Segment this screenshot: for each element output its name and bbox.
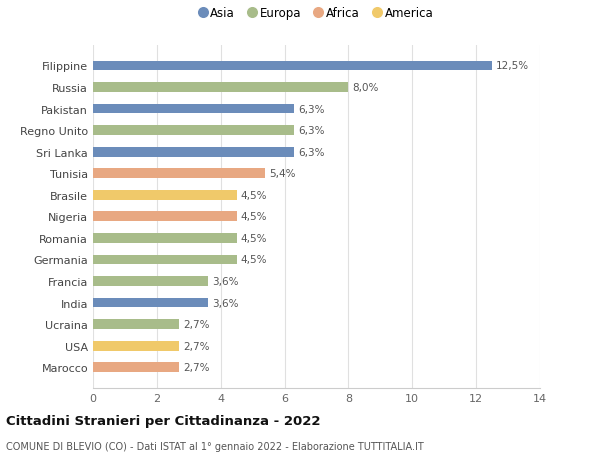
Text: 4,5%: 4,5% <box>241 255 267 265</box>
Text: 3,6%: 3,6% <box>212 298 238 308</box>
Bar <box>93 212 236 222</box>
Bar <box>93 234 236 243</box>
Text: 4,5%: 4,5% <box>241 212 267 222</box>
Text: 2,7%: 2,7% <box>183 363 209 372</box>
Text: 6,3%: 6,3% <box>298 147 325 157</box>
Bar <box>93 62 492 71</box>
Text: 3,6%: 3,6% <box>212 276 238 286</box>
Text: 2,7%: 2,7% <box>183 341 209 351</box>
Bar <box>93 363 179 372</box>
Text: 4,5%: 4,5% <box>241 190 267 200</box>
Bar <box>93 298 208 308</box>
Bar <box>93 169 265 179</box>
Bar <box>93 105 294 114</box>
Bar <box>93 126 294 136</box>
Text: 2,7%: 2,7% <box>183 319 209 330</box>
Bar <box>93 147 294 157</box>
Bar <box>93 190 236 200</box>
Bar <box>93 277 208 286</box>
Text: 6,3%: 6,3% <box>298 104 325 114</box>
Text: COMUNE DI BLEVIO (CO) - Dati ISTAT al 1° gennaio 2022 - Elaborazione TUTTITALIA.: COMUNE DI BLEVIO (CO) - Dati ISTAT al 1°… <box>6 441 424 451</box>
Text: 5,4%: 5,4% <box>269 169 296 179</box>
Text: Cittadini Stranieri per Cittadinanza - 2022: Cittadini Stranieri per Cittadinanza - 2… <box>6 414 320 428</box>
Legend: Asia, Europa, Africa, America: Asia, Europa, Africa, America <box>200 7 433 20</box>
Bar <box>93 319 179 329</box>
Bar <box>93 255 236 265</box>
Text: 8,0%: 8,0% <box>352 83 379 93</box>
Text: 6,3%: 6,3% <box>298 126 325 136</box>
Bar <box>93 341 179 351</box>
Bar <box>93 83 349 93</box>
Text: 12,5%: 12,5% <box>496 62 529 71</box>
Text: 4,5%: 4,5% <box>241 234 267 243</box>
